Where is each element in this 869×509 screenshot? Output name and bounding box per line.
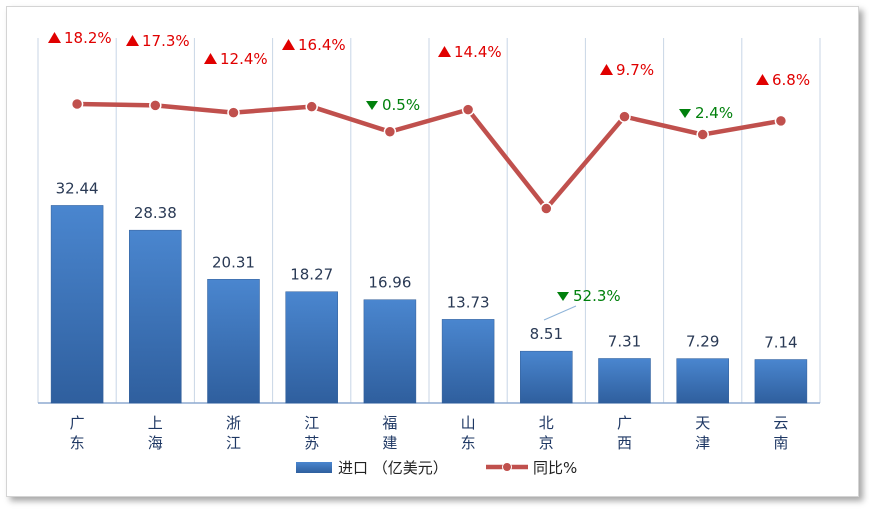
category-label: 福 <box>382 414 397 432</box>
up-triangle-icon <box>282 39 295 50</box>
growth-label: 9.7% <box>616 61 654 79</box>
bar <box>129 229 182 404</box>
bar-value-label: 7.31 <box>608 332 641 350</box>
up-triangle-icon <box>600 64 613 75</box>
bar <box>441 319 495 404</box>
line-point <box>70 97 84 111</box>
line-point <box>774 114 788 128</box>
bar-value-label: 8.51 <box>530 325 563 343</box>
down-triangle-icon <box>366 101 378 110</box>
bar <box>676 358 729 404</box>
up-triangle-icon <box>756 74 769 85</box>
growth-label: 14.4% <box>454 43 502 61</box>
growth-label: 17.3% <box>142 32 190 50</box>
bar <box>754 359 808 404</box>
legend-bar-label: 进口 （亿美元） <box>338 459 448 477</box>
category-label: 东 <box>70 434 85 452</box>
category-label: 云 <box>773 414 788 432</box>
category-label: 北 <box>539 414 554 432</box>
line-point <box>618 110 631 123</box>
category-label: 天 <box>695 414 710 432</box>
category-label: 山 <box>461 414 476 432</box>
line-point <box>461 103 475 116</box>
growth-label: 18.2% <box>64 29 112 47</box>
down-triangle-icon <box>557 292 569 301</box>
bar <box>50 205 104 404</box>
category-label: 浙 <box>226 414 241 432</box>
bar-value-label: 13.73 <box>447 293 490 311</box>
line-point <box>227 106 240 119</box>
bar <box>363 299 417 404</box>
legend-line-label: 同比% <box>533 459 577 477</box>
category-label: 海 <box>148 434 163 452</box>
growth-line <box>77 101 782 211</box>
bar-value-label: 7.29 <box>686 333 719 351</box>
up-triangle-icon <box>438 46 451 57</box>
growth-label: 12.4% <box>220 50 268 68</box>
growth-label: 0.5% <box>382 96 420 114</box>
bar-value-label: 7.14 <box>764 334 797 352</box>
up-triangle-icon <box>126 35 139 46</box>
bar <box>598 358 651 404</box>
line-point <box>149 99 162 112</box>
bar <box>207 279 260 404</box>
line-point <box>540 202 553 215</box>
category-label: 京 <box>539 434 554 452</box>
category-label: 津 <box>695 434 710 452</box>
category-label: 苏 <box>304 434 319 452</box>
bar-value-label: 20.31 <box>212 253 255 271</box>
leader-line <box>543 305 577 321</box>
up-triangle-icon <box>48 32 61 43</box>
legend-bar-swatch <box>296 462 332 473</box>
category-label: 建 <box>382 434 397 452</box>
bar-value-label: 16.96 <box>368 274 411 292</box>
category-label: 上 <box>148 414 163 432</box>
bar-value-label: 28.38 <box>134 204 177 222</box>
bar-value-label: 18.27 <box>290 266 333 284</box>
category-label: 广 <box>617 414 632 432</box>
up-triangle-icon <box>204 53 217 64</box>
bar <box>285 291 338 404</box>
line-point <box>383 125 397 138</box>
category-label: 广 <box>70 414 85 432</box>
bar-value-label: 32.44 <box>56 179 99 197</box>
category-label: 江 <box>226 434 241 452</box>
category-label: 东 <box>461 434 476 452</box>
growth-label: 52.3% <box>573 287 621 305</box>
category-label: 南 <box>773 434 788 452</box>
bar <box>520 350 573 404</box>
legend-line-marker <box>502 462 512 472</box>
category-label: 江 <box>304 414 319 432</box>
category-label: 西 <box>617 434 632 452</box>
growth-label: 2.4% <box>695 104 733 122</box>
line-point <box>305 100 318 113</box>
line-point <box>696 128 709 141</box>
down-triangle-icon <box>679 109 691 118</box>
growth-label: 6.8% <box>772 71 810 89</box>
growth-label: 16.4% <box>298 36 346 54</box>
